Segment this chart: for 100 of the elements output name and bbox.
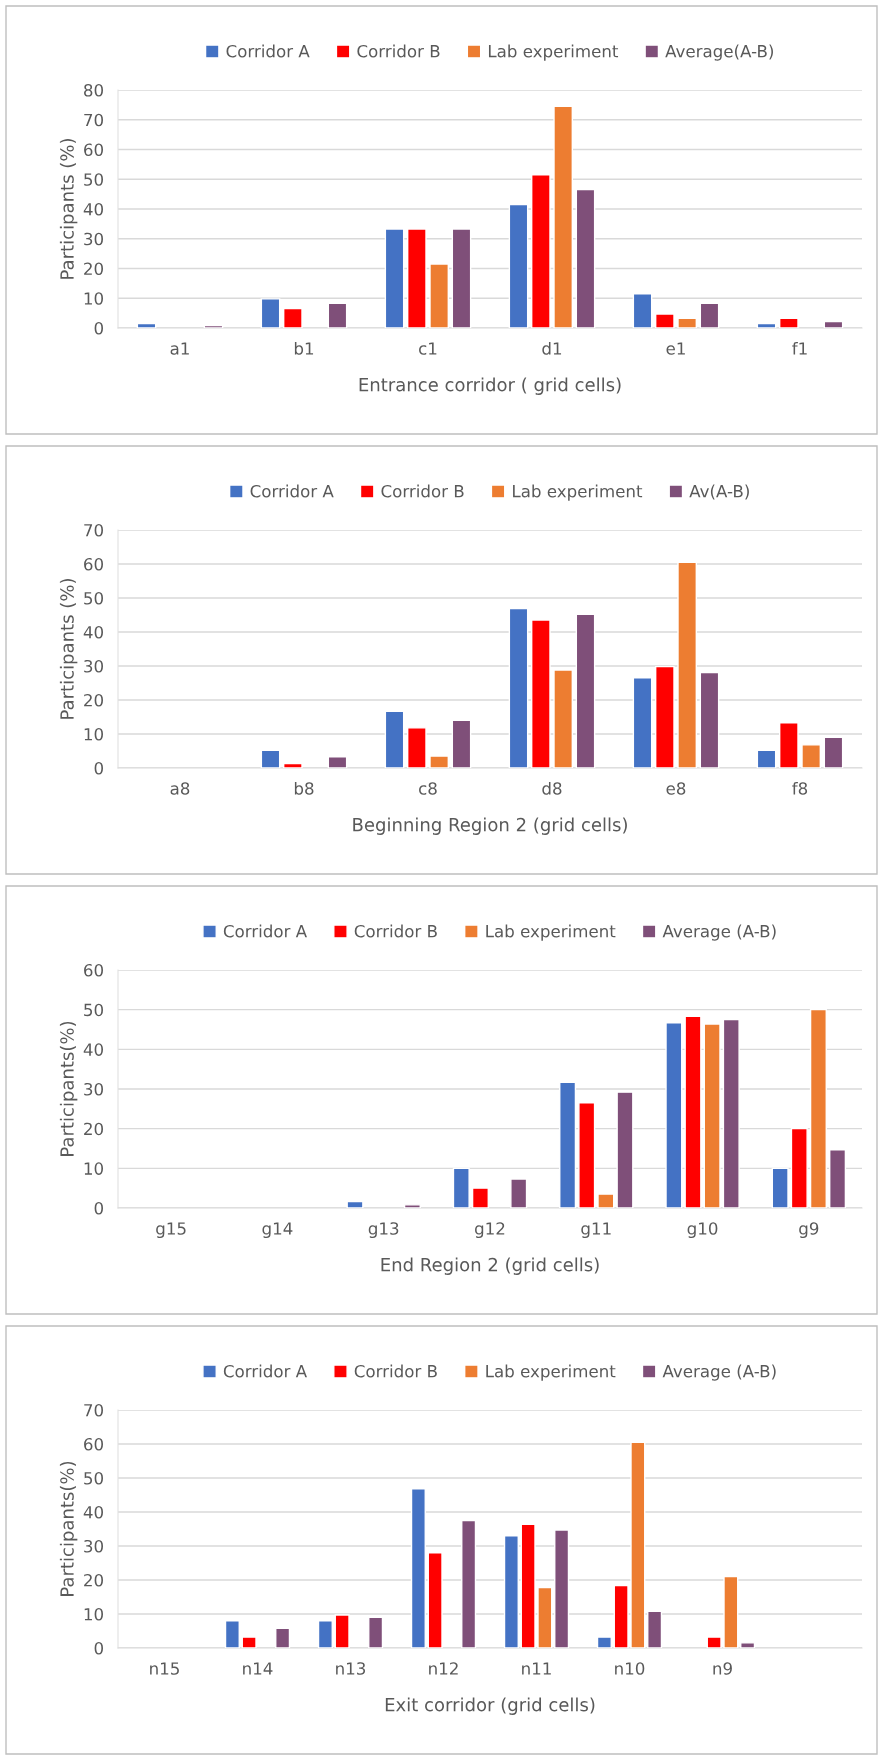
y-tick-label: 20: [84, 1573, 103, 1587]
bar: [654, 313, 675, 328]
bar: [684, 1015, 702, 1208]
bar: [429, 755, 450, 768]
legend-label: Lab experiment: [486, 924, 616, 941]
y-tick-label: 50: [84, 591, 103, 605]
legend-label: Lab experiment: [513, 484, 643, 501]
x-axis-title: Exit corridor (grid cells): [385, 1697, 595, 1715]
bar: [699, 671, 720, 768]
x-axis-title: Entrance corridor ( grid cells): [359, 377, 621, 395]
x-tick-label: c1: [419, 342, 437, 355]
y-tick-label: 70: [84, 1403, 103, 1417]
x-tick-label: g11: [581, 1222, 611, 1239]
y-tick-label: 0: [94, 321, 103, 335]
bar: [740, 1642, 756, 1648]
bar: [384, 228, 405, 328]
bar: [275, 1627, 291, 1648]
x-tick-label: b1: [294, 341, 314, 355]
bar: [282, 307, 303, 328]
x-tick-label: g9: [799, 1222, 819, 1239]
x-tick-label: g12: [475, 1222, 505, 1239]
bar: [530, 619, 551, 768]
y-tick-label: 60: [84, 963, 103, 977]
x-tick-label: e1: [666, 342, 685, 355]
bar: [647, 1610, 663, 1648]
bar: [597, 1193, 615, 1208]
y-tick-label: 20: [84, 1122, 103, 1136]
x-tick-label: a1: [170, 342, 189, 355]
bar: [575, 188, 596, 328]
x-tick-label: n11: [522, 1662, 551, 1675]
y-tick-label: 70: [84, 113, 103, 127]
y-tick-label: 20: [84, 262, 103, 276]
bar: [790, 1127, 808, 1208]
y-tick-label: 10: [84, 1162, 103, 1175]
y-axis-title: Participants (%): [59, 579, 78, 719]
bar: [260, 749, 281, 768]
bar: [410, 1488, 426, 1648]
bar: [203, 324, 224, 328]
x-tick-label: n13: [336, 1662, 366, 1675]
bar: [429, 263, 450, 328]
y-axis-title: Participants (%): [59, 139, 78, 279]
bar: [471, 1187, 489, 1208]
y-axis-title: Participants(%): [59, 1461, 78, 1596]
bar: [778, 317, 799, 328]
bar: [451, 719, 472, 768]
bar: [406, 727, 427, 768]
y-tick-label: 60: [84, 557, 103, 571]
bar: [452, 1167, 470, 1208]
bar: [756, 749, 777, 768]
bar: [823, 320, 844, 328]
bar: [722, 1018, 740, 1208]
bar: [703, 1023, 721, 1208]
x-tick-label: g10: [687, 1222, 718, 1239]
legend-label: Corridor A: [223, 1364, 307, 1378]
x-tick-label: e8: [666, 782, 686, 795]
y-tick-label: 40: [83, 625, 103, 639]
bar: [508, 607, 529, 768]
bar: [334, 1614, 350, 1648]
y-tick-label: 20: [84, 693, 103, 707]
legend-label: Corridor A: [250, 484, 334, 498]
x-tick-label: b8: [294, 781, 314, 795]
y-tick-label: 10: [84, 292, 103, 305]
legend-label: Lab experiment: [488, 44, 619, 61]
legend-label: Corridor A: [223, 924, 307, 938]
bar: [368, 1616, 384, 1648]
bar: [427, 1552, 443, 1648]
x-tick-label: n15: [150, 1662, 179, 1675]
x-tick-label: f1: [792, 341, 807, 355]
bar: [224, 1620, 240, 1648]
y-tick-label: 40: [83, 202, 103, 216]
bar: [677, 317, 698, 328]
bar: [260, 298, 281, 328]
y-tick-label: 0: [94, 761, 103, 775]
y-tick-label: 40: [83, 1043, 103, 1056]
x-tick-label: f8: [792, 781, 808, 795]
legend-label: Av(A-B): [689, 484, 749, 500]
x-tick-label: g14: [262, 1222, 293, 1239]
x-tick-label: c8: [419, 782, 437, 795]
bar: [559, 1081, 577, 1208]
legend-label: Corridor A: [226, 44, 310, 58]
y-axis-title: Participants(%): [59, 1021, 78, 1156]
bar: [403, 1204, 421, 1208]
bar: [508, 203, 529, 328]
bar: [530, 174, 551, 328]
legend-label: Lab experiment: [486, 1364, 616, 1381]
y-tick-label: 0: [94, 1641, 103, 1655]
bar: [327, 302, 348, 328]
bar: [384, 710, 405, 768]
x-tick-label: n14: [243, 1662, 273, 1675]
bar: [632, 293, 653, 328]
bar: [578, 1102, 596, 1208]
bar: [327, 756, 348, 768]
bar: [778, 722, 799, 768]
y-tick-label: 0: [94, 1201, 103, 1215]
y-tick-label: 60: [84, 1437, 103, 1451]
bar: [823, 736, 844, 768]
bar: [317, 1620, 333, 1648]
bar: [575, 613, 596, 768]
bar: [553, 669, 574, 768]
x-tick-label: g13: [368, 1222, 399, 1239]
